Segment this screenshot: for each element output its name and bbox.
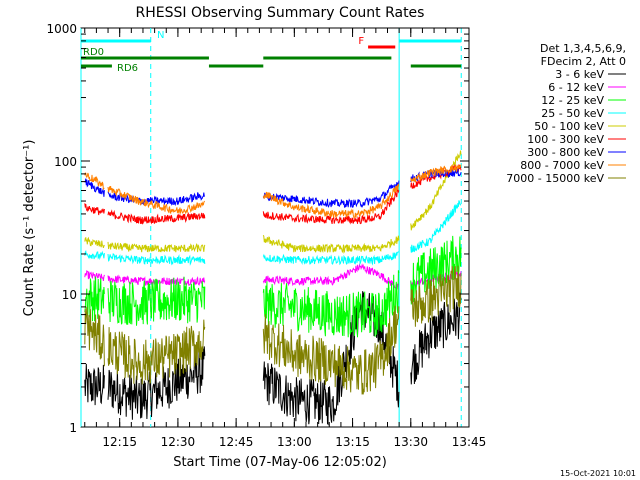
x-tick-label: 13:45: [452, 435, 487, 449]
legend-label: 300 - 800 keV: [527, 146, 604, 159]
series-line: [107, 319, 206, 385]
y-axis-label: Count Rate (s⁻¹ detector⁻¹): [22, 140, 37, 317]
series-line: [107, 209, 206, 225]
legend-label: 800 - 7000 keV: [520, 159, 604, 172]
series-line: [262, 182, 400, 219]
legend-label: 100 - 300 keV: [527, 133, 604, 146]
series-line: [84, 178, 105, 197]
series-line: [262, 188, 400, 225]
series-line: [107, 346, 206, 420]
legend-label: 3 - 6 keV: [555, 68, 604, 81]
flag-label: RD0: [83, 47, 104, 58]
series-line: [84, 276, 105, 322]
series-line: [107, 186, 205, 215]
x-tick-label: 12:15: [102, 435, 137, 449]
legend-label: 6 - 12 keV: [548, 81, 604, 94]
info-line-1: Det 1,3,4,5,6,9,: [540, 42, 626, 55]
x-axis-label: Start Time (07-May-06 12:05:02): [173, 455, 387, 470]
x-tick-label: 12:45: [219, 435, 254, 449]
y-tick-label: 10: [62, 288, 77, 302]
series-line: [84, 250, 105, 261]
flag-label: RD6: [117, 63, 138, 74]
series-line: [262, 305, 400, 395]
series-line: [84, 172, 105, 190]
series-line: [410, 265, 462, 327]
x-tick-label: 12:30: [161, 435, 196, 449]
series-line: [107, 253, 206, 266]
y-tick-label: 100: [54, 155, 77, 169]
series-line: [410, 292, 462, 385]
series-line: [107, 241, 206, 253]
series-line: [84, 270, 105, 281]
series-line: [262, 263, 400, 290]
series-line: [84, 203, 105, 216]
footer-date: 15-Oct-2021 10:01: [560, 469, 636, 478]
x-tick-label: 13:15: [335, 435, 370, 449]
series-line: [262, 251, 399, 266]
series-line: [262, 234, 400, 254]
y-tick-label: 1: [69, 421, 77, 435]
legend-label: 7000 - 15000 keV: [506, 172, 604, 185]
series-line: [262, 180, 400, 208]
series-line: [410, 163, 462, 183]
legend-label: 12 - 25 keV: [541, 94, 604, 107]
series-line: [410, 200, 462, 253]
series-line: [107, 276, 206, 326]
legend-label: 25 - 50 keV: [541, 107, 604, 120]
x-tick-label: 13:00: [277, 435, 312, 449]
series-line: [84, 306, 105, 367]
legend-label: 50 - 100 keV: [534, 120, 604, 133]
y-tick-label: 1000: [46, 22, 77, 36]
flag-label: F: [358, 36, 364, 47]
info-line-2: FDecim 2, Att 0: [541, 55, 626, 68]
series-line: [84, 363, 105, 406]
x-tick-label: 13:30: [393, 435, 428, 449]
chart-title: RHESSI Observing Summary Count Rates: [136, 5, 425, 21]
series-line: [84, 236, 105, 249]
series-line: [262, 270, 400, 338]
flag-label: N: [157, 30, 164, 41]
